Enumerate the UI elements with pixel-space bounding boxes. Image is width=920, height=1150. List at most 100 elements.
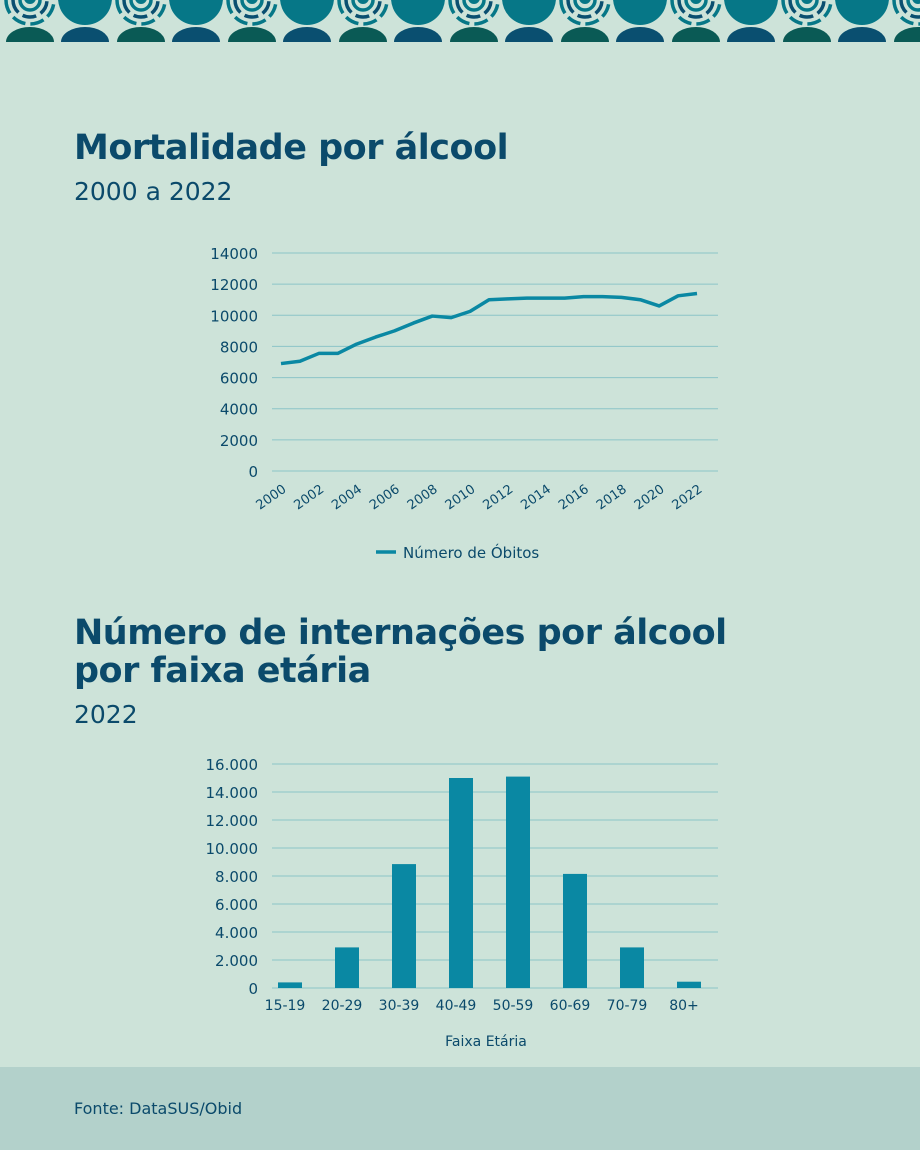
band-circle <box>835 0 889 25</box>
swirl-arc <box>344 0 382 19</box>
series-line <box>280 291 698 366</box>
x-tick-label: 2018 <box>594 482 630 513</box>
x-tick-label: 2016 <box>556 482 592 513</box>
band-circle <box>58 0 112 25</box>
band-dome <box>228 27 276 42</box>
swirl-arc <box>559 0 611 26</box>
y-tick-label: 2.000 <box>215 952 258 970</box>
swirl-center <box>246 0 258 4</box>
bar <box>506 776 530 988</box>
swirl-arc <box>455 0 493 19</box>
band-dome <box>172 27 220 42</box>
x-tick-label: 40-49 <box>436 998 477 1014</box>
x-tick-label: 2002 <box>291 482 327 513</box>
source-text: Fonte: DataSUS/Obid <box>74 1099 243 1118</box>
x-tick-label: 2014 <box>518 482 554 513</box>
x-tick-label: 2022 <box>670 482 706 513</box>
band-circle <box>724 0 778 25</box>
band-circle <box>169 0 223 25</box>
swirl-arc <box>899 0 920 19</box>
swirl-arc <box>233 0 271 19</box>
swirl-arc <box>4 0 56 26</box>
legend-label: Número de Óbitos <box>403 543 539 562</box>
x-tick-label: 2000 <box>254 482 290 513</box>
band-circle <box>502 0 556 25</box>
chart2-subtitle: 2022 <box>74 700 138 729</box>
bar-chart: 0 2.000 4.000 6.000 8.000 10.000 12.000 14.000 1… <box>206 756 718 1050</box>
y-tick-label: 4000 <box>220 401 258 419</box>
swirl-center <box>579 0 591 4</box>
x-tick-label: 50-59 <box>493 998 534 1014</box>
chart2-title-line1: Número de internações por álcool <box>74 613 727 653</box>
swirl-arc <box>573 0 597 12</box>
swirl-arc <box>226 0 278 26</box>
bar <box>563 873 587 988</box>
band-dome <box>838 27 886 42</box>
x-tick-label: 60-69 <box>550 998 591 1014</box>
y-tick-label: 2000 <box>220 432 258 450</box>
y-tick-label: 10000 <box>210 307 258 325</box>
band-dome <box>894 27 920 42</box>
band-dome <box>505 27 553 42</box>
bar <box>677 981 701 988</box>
y-tick-label: 6000 <box>220 370 258 388</box>
chart1-title: Mortalidade por álcool <box>74 128 509 168</box>
decorative-pattern-band <box>4 0 920 42</box>
swirl-arc <box>684 0 708 12</box>
y-tick-label: 8.000 <box>215 868 258 886</box>
y-tick-label: 10.000 <box>206 840 259 858</box>
swirl-arc <box>337 0 389 26</box>
footer: Fonte: DataSUS/Obid <box>0 1067 920 1150</box>
band-circle <box>280 0 334 25</box>
chart1-subtitle: 2000 a 2022 <box>74 177 233 206</box>
swirl-arc <box>240 0 264 12</box>
x-tick-label: 30-39 <box>379 998 420 1014</box>
swirl-center <box>912 0 920 4</box>
swirl-arc <box>566 0 604 19</box>
swirl-center <box>690 0 702 4</box>
y-tick-label: 12.000 <box>206 812 259 830</box>
swirl-arc <box>906 0 920 12</box>
swirl-arc <box>781 0 833 26</box>
y-tick-label: 14000 <box>210 245 258 263</box>
band-dome <box>6 27 54 42</box>
swirl-center <box>801 0 813 4</box>
swirl-center <box>357 0 369 4</box>
x-tick-label: 80+ <box>669 998 699 1014</box>
bar <box>449 778 473 988</box>
swirl-arc <box>351 0 375 12</box>
y-tick-label: 4.000 <box>215 924 258 942</box>
x-tick-label: 2012 <box>480 482 516 513</box>
x-tick-label: 2006 <box>367 482 403 513</box>
x-axis-label: Faixa Etária <box>445 1034 527 1050</box>
bar <box>620 947 644 988</box>
y-tick-label: 0 <box>248 980 258 998</box>
bar <box>278 982 302 988</box>
swirl-arc <box>115 0 167 26</box>
swirl-arc <box>129 0 153 12</box>
swirl-center <box>135 0 147 4</box>
band-dome <box>783 27 831 42</box>
band-circle <box>613 0 667 25</box>
x-tick-label: 70-79 <box>607 998 648 1014</box>
band-dome <box>616 27 664 42</box>
swirl-arc <box>795 0 819 12</box>
swirl-arc <box>892 0 920 26</box>
x-tick-label: 15-19 <box>265 998 306 1014</box>
swirl-arc <box>677 0 715 19</box>
band-dome <box>561 27 609 42</box>
bar <box>335 947 359 988</box>
x-tick-label: 2008 <box>405 482 441 513</box>
x-tick-label: 20-29 <box>322 998 363 1014</box>
band-circle <box>391 0 445 25</box>
band-dome <box>450 27 498 42</box>
chart2-title-line2: por faixa etária <box>74 651 371 691</box>
swirl-arc <box>788 0 826 19</box>
bar <box>392 864 416 988</box>
swirl-arc <box>18 0 42 12</box>
swirl-arc <box>462 0 486 12</box>
band-dome <box>727 27 775 42</box>
y-tick-label: 12000 <box>210 276 258 294</box>
y-tick-label: 8000 <box>220 338 258 356</box>
